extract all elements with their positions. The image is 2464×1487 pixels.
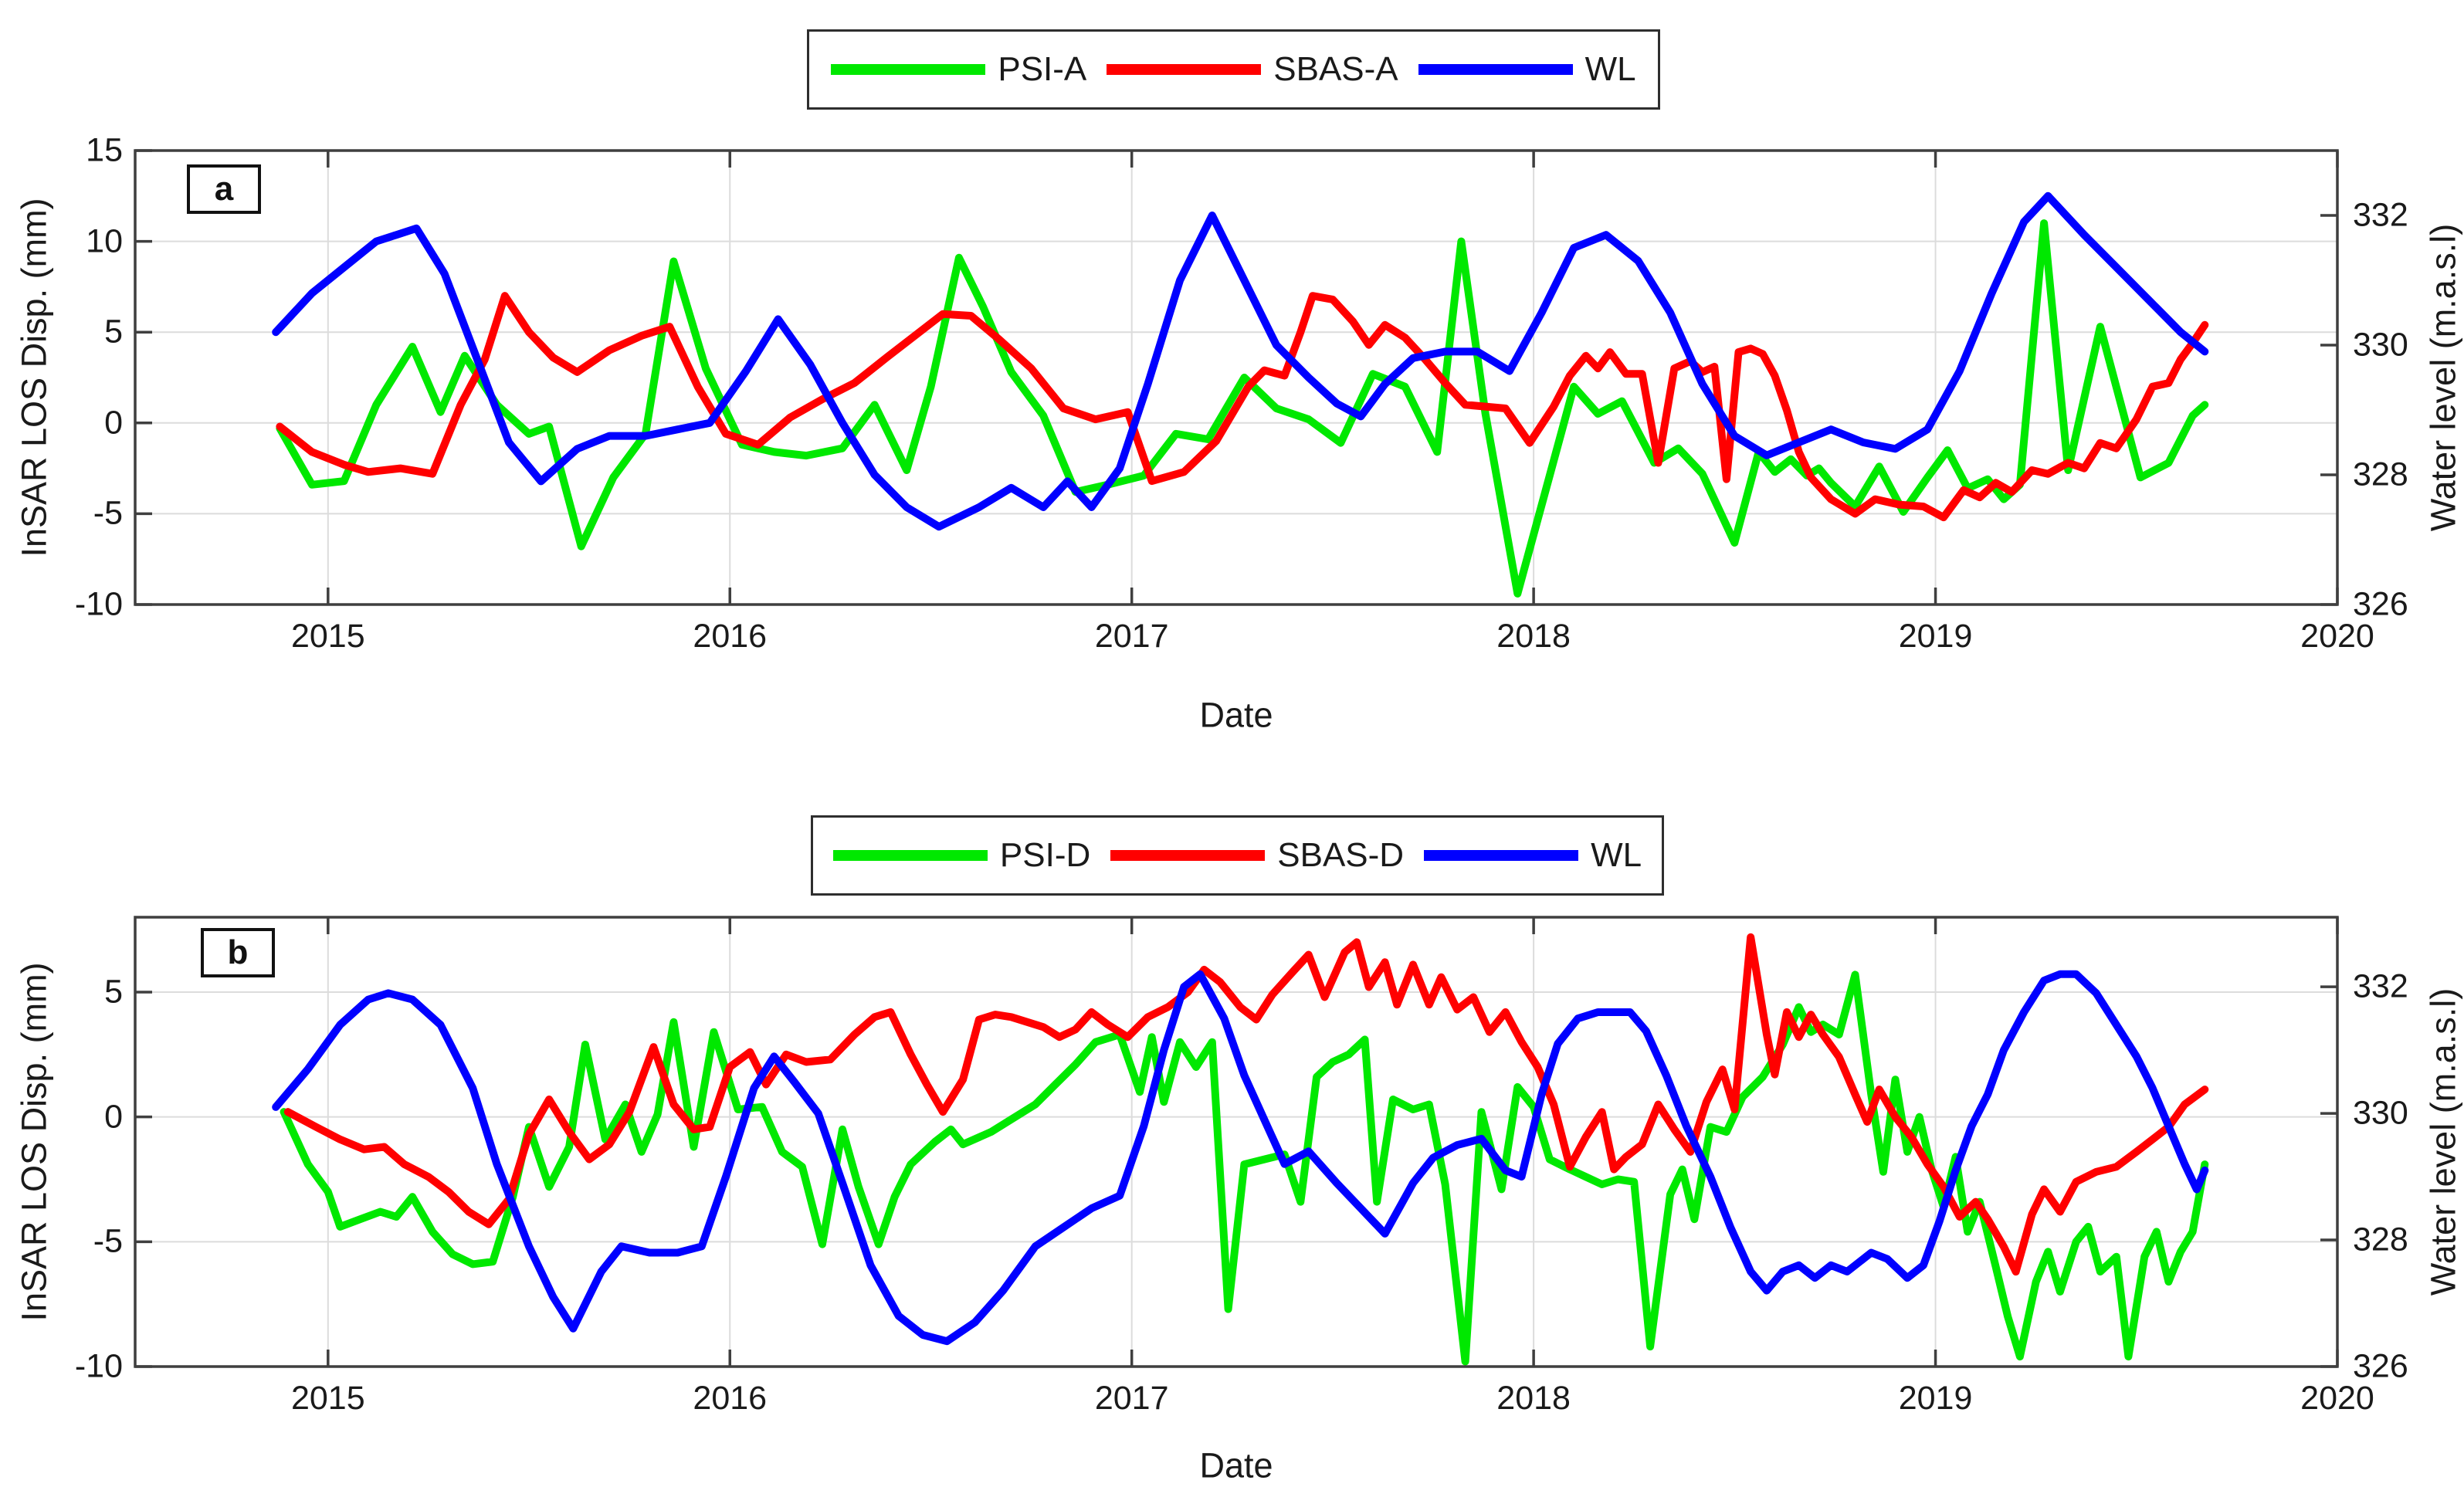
legend-label-psi-a: PSI-A — [998, 50, 1087, 88]
legend-label-sbas-d: SBAS-D — [1277, 836, 1405, 874]
x-axis-label-a: Date — [1199, 695, 1273, 735]
y-tick-label-left: 0 — [104, 1098, 123, 1136]
legend-line-swatch-psi-d — [832, 850, 988, 861]
x-tick-label: 2019 — [1898, 1380, 1973, 1417]
legend-panel-a: PSI-A SBAS-A WL — [807, 29, 1660, 110]
y-tick-label-right: 328 — [2353, 456, 2408, 493]
x-axis-label-b: Date — [1199, 1445, 1273, 1485]
y-axis-label-right-b: Water level (m.a.s.l) — [2423, 987, 2463, 1296]
legend-item-psi-d: PSI-D — [832, 836, 1091, 874]
legend-line-swatch-psi-a — [831, 64, 986, 75]
y-tick-label-right: 330 — [2353, 326, 2408, 364]
legend-label-sbas-a: SBAS-A — [1273, 50, 1398, 88]
x-tick-label: 2015 — [290, 618, 365, 655]
y-tick-label-right: 330 — [2353, 1094, 2408, 1132]
x-tick-label: 2015 — [290, 1380, 365, 1417]
series-line-psi-d — [280, 970, 2209, 1366]
x-tick-label: 2017 — [1094, 618, 1169, 655]
x-tick-label: 2019 — [1898, 618, 1973, 655]
y-tick-label-left: -10 — [74, 1347, 123, 1385]
x-tick-label: 2017 — [1094, 1380, 1169, 1417]
y-tick-label-left: -5 — [93, 1222, 123, 1260]
y-tick-label-left: 0 — [104, 404, 123, 442]
y-tick-label-right: 332 — [2353, 196, 2408, 234]
plot-border — [134, 916, 2339, 1368]
legend-item-sbas-d: SBAS-D — [1110, 838, 1404, 872]
y-axis-label-left-a: InSAR LOS Disp. (mm) — [14, 198, 54, 557]
legend-item-wl-a: WL — [1418, 53, 1636, 86]
y-axis-label-right-a: Water level (m.a.s.l) — [2423, 223, 2463, 532]
y-tick-label-left: -5 — [93, 494, 123, 532]
legend-item-wl-d: WL — [1424, 838, 1642, 872]
panel-letter-box-a: a — [187, 164, 261, 214]
y-tick-label-right: 326 — [2353, 585, 2408, 623]
x-tick-label: 2018 — [1496, 1380, 1571, 1417]
legend-item-psi-a: PSI-A — [831, 53, 1086, 86]
series-line-sbas-a — [276, 292, 2209, 522]
y-tick-label-left: 10 — [86, 222, 123, 260]
series-line-wl — [272, 970, 2209, 1346]
x-tick-label: 2020 — [2300, 618, 2374, 655]
legend-panel-b: PSI-D SBAS-D WL — [811, 815, 1664, 896]
panel-letter-box-b: b — [201, 928, 275, 977]
y-tick-label-left: -10 — [74, 585, 123, 623]
y-tick-label-right: 332 — [2353, 967, 2408, 1005]
legend-item-sbas-a: SBAS-A — [1107, 53, 1398, 86]
y-tick-label-left: 5 — [104, 973, 123, 1011]
panel-letter-b: b — [227, 933, 249, 971]
legend-label-wl-a: WL — [1584, 50, 1636, 88]
x-tick-label: 2016 — [693, 618, 768, 655]
y-tick-label-left: 5 — [104, 313, 123, 351]
y-tick-label-right: 326 — [2353, 1347, 2408, 1385]
panel-letter-a: a — [214, 170, 234, 208]
legend-line-swatch-sbas-a — [1107, 64, 1262, 75]
legend-line-swatch-wl-a — [1418, 64, 1573, 75]
y-tick-label-right: 328 — [2353, 1221, 2408, 1258]
series-line-psi-a — [276, 219, 2209, 598]
series-line-sbas-d — [283, 933, 2209, 1276]
y-tick-label-left: 15 — [86, 131, 123, 169]
series-line-wl — [272, 191, 2209, 531]
legend-line-swatch-sbas-d — [1110, 850, 1266, 861]
x-tick-label: 2016 — [693, 1380, 768, 1417]
legend-line-swatch-wl-d — [1424, 850, 1579, 861]
x-tick-label: 2020 — [2300, 1380, 2374, 1417]
y-axis-label-left-b: InSAR LOS Disp. (mm) — [14, 962, 54, 1322]
x-tick-label: 2018 — [1496, 618, 1571, 655]
plot-border — [134, 149, 2339, 606]
legend-label-wl-d: WL — [1591, 836, 1642, 874]
legend-label-psi-d: PSI-D — [999, 836, 1091, 874]
